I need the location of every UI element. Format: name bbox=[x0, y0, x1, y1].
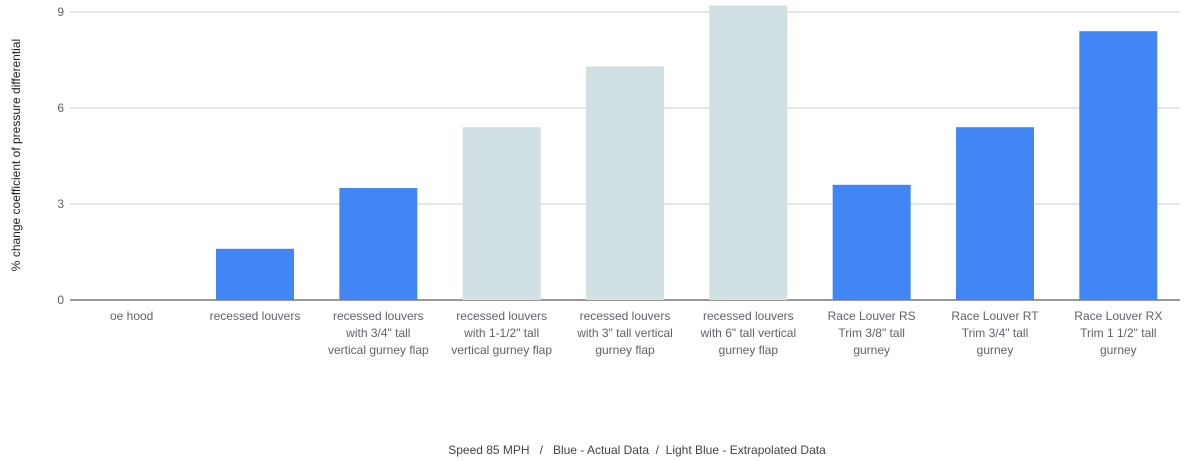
bar bbox=[956, 127, 1034, 300]
bar bbox=[1079, 31, 1158, 300]
bar bbox=[339, 188, 418, 300]
y-tick-label: 3 bbox=[57, 197, 64, 211]
y-axis-label: % change coefficient of pressure differe… bbox=[9, 39, 23, 271]
x-category-label: recessed louvers with 1-1/2" tall vertical… bbox=[451, 309, 552, 357]
chart-footnote: Speed 85 MPH / Blue - Actual Data / Ligh… bbox=[448, 443, 826, 457]
bar bbox=[462, 127, 541, 300]
x-category-label: recessed louvers with 3" tall vertical gur… bbox=[576, 309, 673, 357]
x-category-label: recessed louvers with 6" tall vertical gur… bbox=[700, 309, 797, 357]
x-category-label: recessed louvers with 3/4" tall vertical g… bbox=[328, 309, 429, 357]
y-tick-label: 9 bbox=[57, 5, 64, 19]
bar bbox=[832, 184, 911, 300]
x-category-label: recessed louvers bbox=[210, 309, 301, 323]
bar bbox=[709, 5, 788, 300]
bars bbox=[216, 5, 1158, 301]
y-tick-label: 0 bbox=[57, 293, 64, 307]
x-axis-categories: oe hood recessed louvers recessed louvers w… bbox=[110, 309, 1162, 357]
x-category-label: Race Louver RX Trim 1 1/2" tall gurney bbox=[1074, 309, 1162, 357]
y-axis-ticks: 0 3 6 9 bbox=[57, 5, 64, 307]
bar bbox=[586, 66, 664, 301]
x-category-label: oe hood bbox=[110, 309, 153, 323]
y-tick-label: 6 bbox=[57, 101, 64, 115]
bar bbox=[216, 248, 294, 300]
x-category-label: Race Louver RT Trim 3/4" tall gurney bbox=[951, 309, 1039, 357]
x-category-label: Race Louver RS Trim 3/8" tall gurney bbox=[828, 309, 916, 357]
